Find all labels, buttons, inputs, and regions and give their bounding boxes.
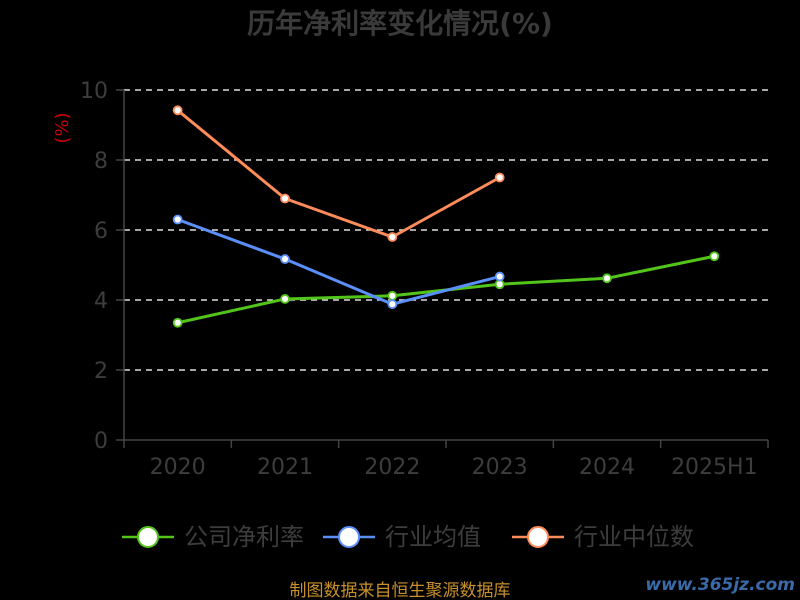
legend-item: 行业中位数: [512, 523, 694, 551]
series-line: [176, 109, 501, 239]
legend: 公司净利率 行业均值 行业中位数: [122, 523, 694, 551]
x-tick-label: 2020: [150, 455, 206, 480]
data-point: [172, 214, 183, 225]
data-point: [494, 172, 505, 183]
y-tick-label: 0: [94, 429, 108, 454]
x-tick-label: 2022: [364, 455, 420, 480]
data-point: [602, 273, 612, 284]
chart-title: 历年净利率变化情况(%): [247, 7, 553, 40]
legend-label: 公司净利率: [184, 523, 304, 551]
grid-lines: [124, 89, 768, 371]
legend-marker: [338, 526, 360, 548]
data-point: [172, 105, 183, 116]
data-point: [709, 251, 720, 262]
source-note: 制图数据来自恒生聚源数据库: [290, 581, 511, 600]
data-point: [387, 290, 398, 301]
data-point: [494, 279, 505, 290]
legend-marker: [527, 526, 549, 548]
legend-marker: [137, 526, 159, 548]
data-point: [494, 271, 505, 282]
data-point: [280, 254, 290, 264]
x-tick-label: 2024: [579, 455, 635, 480]
series-layer: [172, 105, 720, 328]
y-axis-unit-label: (%): [52, 112, 73, 143]
x-tick-label: 2021: [257, 455, 313, 480]
legend-label: 行业均值: [385, 523, 481, 551]
data-point: [280, 294, 290, 304]
x-tick-label: 2023: [472, 455, 528, 480]
series-line: [177, 218, 501, 306]
y-tick-label: 4: [94, 289, 108, 314]
legend-item: 行业均值: [323, 523, 481, 551]
series-1: [172, 214, 505, 310]
data-point: [387, 232, 398, 242]
y-tick-label: 10: [80, 79, 108, 104]
y-tick-label: 8: [94, 149, 108, 174]
x-tick-label: 2025H1: [671, 455, 758, 480]
legend-label: 行业中位数: [574, 523, 694, 551]
data-point: [172, 317, 183, 328]
data-point: [387, 299, 398, 310]
series-2: [172, 105, 505, 242]
axes: 0 2 4 6 8 10 2020 2021 2022 2023 2024 2025H1: [80, 79, 769, 480]
y-tick-label: 2: [94, 359, 108, 384]
watermark: www.365jz.com: [645, 575, 795, 595]
data-point: [280, 193, 290, 204]
y-tick-label: 6: [94, 219, 108, 244]
legend-item: 公司净利率: [122, 523, 304, 551]
